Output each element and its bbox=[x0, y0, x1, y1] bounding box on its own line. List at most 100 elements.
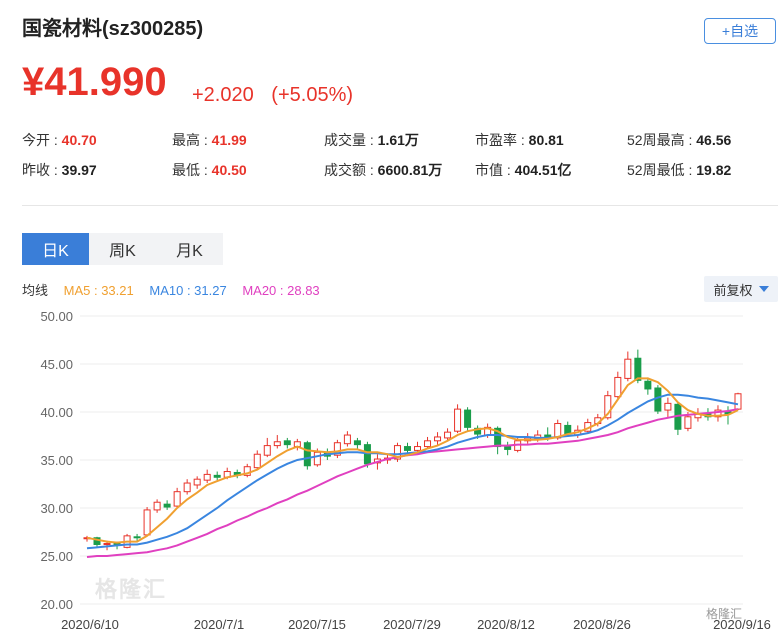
stat-value: 19.82 bbox=[696, 162, 732, 178]
candle-body bbox=[103, 543, 111, 546]
candle-body bbox=[333, 442, 341, 456]
add-watchlist-button[interactable]: +自选 bbox=[704, 18, 776, 44]
price-change: +2.020 (+5.05%) bbox=[192, 84, 353, 107]
stat-prev-close: 昨收 : 39.97 bbox=[22, 160, 97, 180]
ma20-legend: MA20 : 28.83 bbox=[242, 283, 320, 298]
candle-body bbox=[203, 473, 211, 481]
stat-turnover: 成交额 : 6600.81万 bbox=[324, 160, 442, 180]
candle-body bbox=[273, 441, 281, 447]
stat-value: 404.51亿 bbox=[514, 162, 572, 178]
y-tick-label: 25.00 bbox=[40, 549, 73, 564]
candle-body bbox=[303, 442, 311, 467]
price-change-value: +2.020 bbox=[192, 84, 254, 106]
watermark-small: 格隆汇 bbox=[706, 607, 743, 621]
stat-value: 41.99 bbox=[211, 132, 247, 148]
candle-body bbox=[624, 358, 632, 379]
stat-value: 1.61万 bbox=[377, 132, 419, 148]
candle-body bbox=[644, 380, 652, 390]
stat-pe: 市盈率 : 80.81 bbox=[475, 130, 564, 150]
period-tabs: 日K 周K 月K bbox=[22, 233, 223, 265]
candle-body bbox=[464, 409, 472, 428]
candle-body bbox=[183, 482, 191, 493]
candle-body bbox=[414, 446, 422, 451]
candle-body bbox=[153, 501, 161, 511]
ma-label: 均线 bbox=[22, 283, 49, 298]
tab-daily[interactable]: 日K bbox=[22, 233, 89, 265]
x-tick-label: 2020/7/15 bbox=[288, 617, 346, 632]
stat-label: 最低 : bbox=[172, 162, 212, 178]
stat-value: 80.81 bbox=[528, 132, 564, 148]
candle-body bbox=[614, 376, 622, 398]
stat-label: 昨收 : bbox=[22, 162, 62, 178]
candle-body bbox=[604, 395, 612, 419]
ma-legend: 均线 MA5 : 33.21 MA10 : 31.27 MA20 : 28.83 bbox=[22, 280, 332, 299]
candle-body bbox=[193, 478, 201, 486]
stat-label: 市值 : bbox=[475, 162, 515, 178]
candle-body bbox=[353, 440, 361, 446]
stat-value: 46.56 bbox=[696, 132, 732, 148]
x-tick-label: 2020/8/12 bbox=[477, 617, 535, 632]
current-price: ¥41.990 bbox=[22, 60, 167, 104]
stat-label: 市盈率 : bbox=[475, 132, 529, 148]
stat-label: 52周最高 : bbox=[627, 132, 697, 148]
stat-market-cap: 市值 : 404.51亿 bbox=[475, 160, 572, 180]
candle-body bbox=[734, 393, 742, 410]
stat-label: 今开 : bbox=[22, 132, 62, 148]
ma5-legend: MA5 : 33.21 bbox=[63, 283, 134, 298]
candle-body bbox=[403, 446, 411, 451]
candle-body bbox=[343, 434, 351, 445]
y-tick-label: 40.00 bbox=[40, 405, 73, 420]
ma5-line bbox=[86, 377, 739, 544]
stat-52w-low: 52周最低 : 19.82 bbox=[627, 160, 731, 180]
x-tick-label: 2020/7/29 bbox=[383, 617, 441, 632]
candle-body bbox=[243, 466, 251, 476]
stat-high: 最高 : 41.99 bbox=[172, 130, 247, 150]
tab-monthly[interactable]: 月K bbox=[156, 233, 223, 265]
candle-body bbox=[393, 445, 401, 460]
candle-body bbox=[634, 357, 642, 381]
stat-value: 40.50 bbox=[211, 162, 247, 178]
candle-body bbox=[684, 416, 692, 429]
adjust-dropdown[interactable]: 前复权 bbox=[704, 276, 778, 302]
candle-body bbox=[504, 446, 512, 450]
divider bbox=[22, 205, 778, 206]
candle-body bbox=[664, 402, 672, 411]
stat-volume: 成交量 : 1.61万 bbox=[324, 130, 419, 150]
y-tick-label: 20.00 bbox=[40, 597, 73, 612]
kline-chart[interactable]: 50.00 45.00 40.00 35.00 30.00 25.00 20.00 2020/… bbox=[0, 300, 783, 635]
stat-52w-high: 52周最高 : 46.56 bbox=[627, 130, 731, 150]
candle-body bbox=[143, 509, 151, 536]
ma10-line bbox=[86, 393, 739, 550]
y-tick-label: 50.00 bbox=[40, 309, 73, 324]
candle-body bbox=[313, 451, 321, 466]
candle-body bbox=[163, 503, 171, 508]
stat-label: 成交额 : bbox=[324, 162, 378, 178]
x-tick-label: 2020/7/1 bbox=[194, 617, 245, 632]
price-change-pct: (+5.05%) bbox=[271, 84, 354, 106]
candle-body bbox=[253, 453, 261, 469]
candle-body bbox=[263, 445, 271, 456]
candle-body bbox=[133, 536, 141, 539]
tab-weekly[interactable]: 周K bbox=[89, 233, 156, 265]
stat-low: 最低 : 40.50 bbox=[172, 160, 247, 180]
stat-open: 今开 : 40.70 bbox=[22, 130, 97, 150]
caret-down-icon bbox=[758, 286, 769, 292]
y-tick-label: 35.00 bbox=[40, 453, 73, 468]
stock-title: 国瓷材料(sz300285) bbox=[22, 18, 204, 40]
adjust-label: 前复权 bbox=[713, 282, 753, 298]
candle-body bbox=[444, 431, 452, 439]
y-tick-label: 30.00 bbox=[40, 501, 73, 516]
stat-label: 52周最低 : bbox=[627, 162, 697, 178]
y-tick-label: 45.00 bbox=[40, 357, 73, 372]
candle-body bbox=[283, 440, 291, 446]
stat-label: 最高 : bbox=[172, 132, 212, 148]
stat-label: 成交量 : bbox=[324, 132, 378, 148]
stat-value: 40.70 bbox=[61, 132, 97, 148]
candle-body bbox=[454, 408, 462, 432]
candle-body bbox=[173, 491, 181, 507]
stat-value: 39.97 bbox=[61, 162, 97, 178]
candle-body bbox=[424, 440, 432, 448]
stat-value: 6600.81万 bbox=[377, 162, 443, 178]
ma10-legend: MA10 : 31.27 bbox=[149, 283, 227, 298]
x-tick-label: 2020/8/26 bbox=[573, 617, 631, 632]
